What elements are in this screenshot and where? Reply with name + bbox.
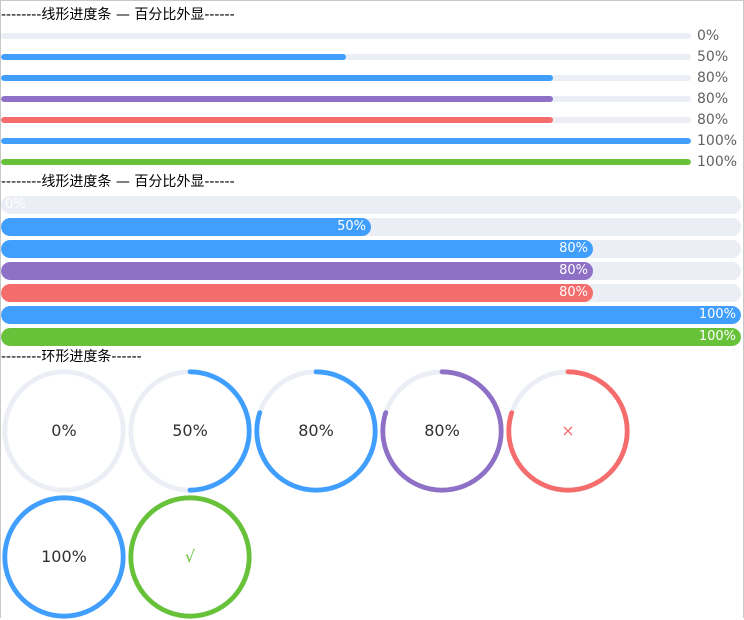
progress-percentage: 50% — [127, 368, 253, 494]
section-title-circle: --------环形进度条------ — [1, 349, 142, 365]
progress-percentage: 100% — [699, 328, 736, 346]
progress-fill — [1, 75, 553, 81]
check-icon: √ — [127, 494, 253, 620]
progress-percentage: 50% — [337, 218, 366, 236]
progress-percentage: 50% — [697, 49, 728, 65]
progress-percentage: 0% — [5, 196, 26, 214]
progress-fill: 100% — [1, 306, 741, 324]
progress-fill — [1, 138, 691, 144]
progress-fill — [1, 159, 691, 165]
section-title-line-inner: --------线形进度条 — 百分比外显------ — [1, 174, 235, 190]
line-progress-outer-4: 80% — [1, 112, 744, 130]
progress-track — [1, 159, 691, 165]
progress-fill: 80% — [1, 240, 593, 258]
line-progress-outer-0: 0% — [1, 28, 744, 46]
line-progress-inner-5: 100% — [1, 306, 741, 324]
progress-track — [1, 117, 691, 123]
circle-progress-5: 100% — [1, 494, 127, 620]
circle-progress-4: × — [505, 368, 631, 494]
progress-percentage: 80% — [559, 240, 588, 258]
progress-fill — [1, 117, 553, 123]
progress-fill: 100% — [1, 328, 741, 346]
progress-percentage: 80% — [697, 112, 728, 128]
line-progress-outer-1: 50% — [1, 49, 744, 67]
circle-progress-2: 80% — [253, 368, 379, 494]
progress-percentage: 0% — [697, 28, 719, 44]
line-progress-inner-3: 80% — [1, 262, 741, 280]
line-progress-inner-6: 100% — [1, 328, 741, 346]
line-progress-outer-3: 80% — [1, 91, 744, 109]
circle-progress-1: 50% — [127, 368, 253, 494]
progress-track — [1, 54, 691, 60]
progress-fill: 80% — [1, 262, 593, 280]
line-progress-inner-2: 80% — [1, 240, 741, 258]
progress-percentage: 80% — [379, 368, 505, 494]
circle-progress-6: √ — [127, 494, 253, 620]
progress-percentage: 100% — [1, 494, 127, 620]
section-title-line-outer: --------线形进度条 — 百分比外显------ — [1, 7, 235, 23]
line-progress-outer-2: 80% — [1, 70, 744, 88]
progress-fill: 50% — [1, 218, 371, 236]
progress-percentage: 80% — [559, 262, 588, 280]
progress-percentage: 100% — [699, 306, 736, 324]
progress-track — [1, 75, 691, 81]
progress-percentage: 0% — [1, 368, 127, 494]
progress-percentage: 100% — [697, 133, 737, 149]
line-progress-outer-5: 100% — [1, 133, 744, 151]
progress-percentage: 80% — [253, 368, 379, 494]
circle-progress-0: 0% — [1, 368, 127, 494]
line-progress-inner-0: 0% — [1, 196, 741, 214]
progress-track — [1, 138, 691, 144]
line-progress-inner-1: 50% — [1, 218, 741, 236]
progress-percentage: 80% — [697, 70, 728, 86]
close-icon: × — [505, 368, 631, 494]
progress-fill: 80% — [1, 284, 593, 302]
progress-track — [1, 33, 691, 39]
circle-progress-3: 80% — [379, 368, 505, 494]
progress-percentage: 100% — [697, 154, 737, 170]
progress-track — [1, 96, 691, 102]
progress-fill — [1, 96, 553, 102]
progress-fill — [1, 54, 346, 60]
progress-fill: 0% — [1, 196, 741, 214]
progress-percentage: 80% — [697, 91, 728, 107]
progress-percentage: 80% — [559, 284, 588, 302]
line-progress-inner-4: 80% — [1, 284, 741, 302]
line-progress-outer-6: 100% — [1, 154, 744, 172]
